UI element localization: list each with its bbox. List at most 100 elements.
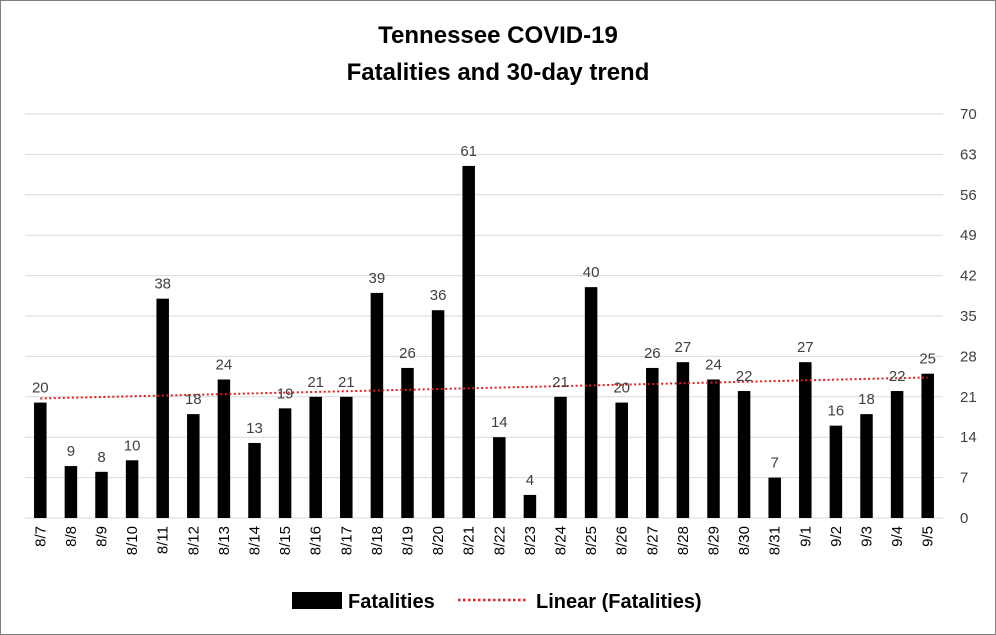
data-label-9/2: 16 xyxy=(828,403,845,420)
data-label-9/3: 18 xyxy=(858,391,875,408)
chart-subtitle: Fatalities and 30-day trend xyxy=(346,59,650,86)
bar-8/18 xyxy=(370,292,384,518)
bar-8/12 xyxy=(187,414,200,518)
x-tick-8/26: 8/26 xyxy=(614,526,631,555)
x-tick-8/16: 8/16 xyxy=(308,526,325,555)
x-tick-8/21: 8/21 xyxy=(461,526,478,555)
bar-8/21 xyxy=(462,165,475,518)
data-label-9/1: 27 xyxy=(797,339,814,356)
x-tick-9/5: 9/5 xyxy=(920,526,937,547)
x-tick-8/27: 8/27 xyxy=(644,526,661,555)
chart-title: Tennessee COVID-19 xyxy=(378,22,618,49)
bar-8/28 xyxy=(676,362,690,518)
bar-8/16 xyxy=(309,396,322,518)
x-tick-8/23: 8/23 xyxy=(522,526,539,555)
bar-8/26 xyxy=(615,402,628,518)
bar-8/19 xyxy=(401,367,414,518)
legend-label-trendline: Linear (Fatalities) xyxy=(536,591,702,613)
bar-8/10 xyxy=(125,460,139,518)
x-tick-8/18: 8/18 xyxy=(369,526,386,555)
trendline xyxy=(40,376,928,400)
data-label-8/26: 20 xyxy=(613,380,630,397)
data-label-8/30: 22 xyxy=(736,368,753,385)
data-label-8/19: 26 xyxy=(399,345,416,362)
bar-8/17 xyxy=(340,396,353,518)
data-label-8/23: 4 xyxy=(526,472,534,489)
bar-9/4 xyxy=(890,391,904,518)
data-label-9/5: 25 xyxy=(919,351,936,368)
x-tick-8/9: 8/9 xyxy=(94,526,111,547)
y-tick-14: 14 xyxy=(960,429,977,446)
gridlines xyxy=(25,113,943,519)
y-tick-21: 21 xyxy=(960,389,977,406)
data-label-8/18: 39 xyxy=(369,270,386,287)
data-label-8/25: 40 xyxy=(583,264,600,281)
x-tick-8/28: 8/28 xyxy=(675,526,692,555)
y-tick-28: 28 xyxy=(960,348,977,365)
bar-8/31 xyxy=(768,477,781,518)
x-axis: 8/7 8/8 8/9 8/10 8/11 8/12 8/13 8/14 8/15 8/16 8/1… xyxy=(32,526,936,555)
y-tick-49: 49 xyxy=(960,227,977,244)
data-label-8/27: 26 xyxy=(644,345,661,362)
data-label-8/17: 21 xyxy=(338,374,355,391)
data-label-8/10: 10 xyxy=(124,437,141,454)
data-label-8/11: 38 xyxy=(154,276,171,293)
x-tick-9/3: 9/3 xyxy=(859,526,876,547)
x-tick-8/12: 8/12 xyxy=(185,526,202,555)
trendline-line xyxy=(40,376,928,400)
y-tick-56: 56 xyxy=(960,187,977,204)
x-tick-8/10: 8/10 xyxy=(124,526,141,555)
x-tick-8/14: 8/14 xyxy=(247,526,264,555)
data-label-8/8: 9 xyxy=(67,443,75,460)
bar-8/30 xyxy=(737,391,751,518)
bar-9/3 xyxy=(860,414,873,518)
bar-8/29 xyxy=(707,379,720,518)
x-tick-8/30: 8/30 xyxy=(736,526,753,555)
bar-8/20 xyxy=(431,310,445,518)
data-label-8/22: 14 xyxy=(491,414,508,431)
y-tick-0: 0 xyxy=(960,510,968,527)
bars xyxy=(34,165,934,518)
data-label-8/29: 24 xyxy=(705,356,722,373)
x-tick-8/7: 8/7 xyxy=(32,526,49,547)
y-tick-7: 7 xyxy=(960,470,968,487)
bar-8/9 xyxy=(95,471,108,518)
y-tick-70: 70 xyxy=(960,106,977,123)
x-tick-8/24: 8/24 xyxy=(553,526,570,555)
y-tick-63: 63 xyxy=(960,146,977,163)
y-axis: 0 7 14 21 28 35 42 49 56 63 70 xyxy=(960,106,977,527)
data-label-9/4: 22 xyxy=(889,368,906,385)
y-tick-42: 42 xyxy=(960,268,977,285)
bar-8/22 xyxy=(493,437,506,518)
x-tick-8/25: 8/25 xyxy=(583,526,600,555)
data-label-8/15: 19 xyxy=(277,385,294,402)
x-tick-8/22: 8/22 xyxy=(491,526,508,555)
x-tick-8/31: 8/31 xyxy=(767,526,784,555)
legend-label-fatalities: Fatalities xyxy=(348,591,435,613)
data-label-8/12: 18 xyxy=(185,391,202,408)
data-label-8/13: 24 xyxy=(216,356,233,373)
bar-9/5 xyxy=(921,373,934,518)
x-tick-9/2: 9/2 xyxy=(828,526,845,547)
x-tick-8/15: 8/15 xyxy=(277,526,294,555)
x-tick-8/20: 8/20 xyxy=(430,526,447,555)
bar-8/8 xyxy=(64,466,78,518)
bar-8/24 xyxy=(554,396,567,518)
bar-8/11 xyxy=(156,298,169,518)
bar-8/13 xyxy=(217,379,231,518)
x-tick-9/4: 9/4 xyxy=(889,526,906,547)
bar-8/15 xyxy=(278,408,292,518)
data-label-8/28: 27 xyxy=(675,339,692,356)
bar-9/2 xyxy=(829,425,843,518)
x-tick-8/13: 8/13 xyxy=(216,526,233,555)
data-label-8/21: 61 xyxy=(460,143,477,160)
bar-8/23 xyxy=(523,494,537,518)
x-tick-8/19: 8/19 xyxy=(400,526,417,555)
x-tick-8/8: 8/8 xyxy=(63,526,80,547)
data-label-8/20: 36 xyxy=(430,287,447,304)
data-label-8/31: 7 xyxy=(771,455,779,472)
data-label-8/16: 21 xyxy=(307,374,324,391)
x-tick-8/29: 8/29 xyxy=(706,526,723,555)
bar-8/7 xyxy=(34,402,47,518)
